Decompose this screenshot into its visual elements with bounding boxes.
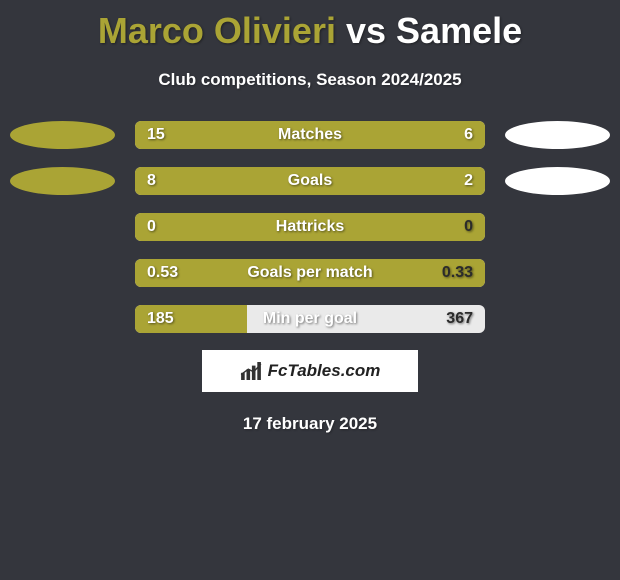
comparison-rows: 15 6 Matches 8 2 Goals 0 0 Hattricks 0.53 0.33 Goal… <box>0 120 620 334</box>
chart-icon <box>240 362 262 380</box>
title-player2: Samele <box>396 10 522 51</box>
value-left: 8 <box>147 172 156 190</box>
comparison-row: 0.53 0.33 Goals per match <box>10 258 610 288</box>
bar-left <box>135 167 401 195</box>
value-left: 15 <box>147 126 165 144</box>
metric-label: Min per goal <box>263 310 357 328</box>
comparison-row: 0 0 Hattricks <box>10 212 610 242</box>
value-left: 185 <box>147 310 174 328</box>
comparison-row: 15 6 Matches <box>10 120 610 150</box>
metric-label: Matches <box>278 126 342 144</box>
metric-label: Goals <box>288 172 332 190</box>
metric-label: Hattricks <box>276 218 344 236</box>
value-right: 367 <box>446 310 473 328</box>
player1-marker <box>10 259 115 287</box>
value-left: 0 <box>147 218 156 236</box>
metric-bar: 0.53 0.33 Goals per match <box>135 259 485 287</box>
player1-marker <box>10 305 115 333</box>
value-right: 0 <box>464 218 473 236</box>
value-right: 6 <box>464 126 473 144</box>
page-title: Marco Olivieri vs Samele <box>0 0 620 52</box>
player2-marker <box>505 167 610 195</box>
brand-text: FcTables.com <box>268 361 381 381</box>
value-right: 0.33 <box>442 264 473 282</box>
player1-marker <box>10 213 115 241</box>
metric-bar: 0 0 Hattricks <box>135 213 485 241</box>
player1-marker <box>10 121 115 149</box>
player2-marker <box>505 259 610 287</box>
value-left: 0.53 <box>147 264 178 282</box>
value-right: 2 <box>464 172 473 190</box>
brand-badge: FcTables.com <box>202 350 418 392</box>
title-player1: Marco Olivieri <box>98 10 336 51</box>
metric-bar: 15 6 Matches <box>135 121 485 149</box>
metric-bar: 185 367 Min per goal <box>135 305 485 333</box>
player1-marker <box>10 167 115 195</box>
comparison-row: 185 367 Min per goal <box>10 304 610 334</box>
metric-bar: 8 2 Goals <box>135 167 485 195</box>
metric-label: Goals per match <box>247 264 372 282</box>
comparison-infographic: Marco Olivieri vs Samele Club competitio… <box>0 0 620 580</box>
player2-marker <box>505 305 610 333</box>
date-label: 17 february 2025 <box>0 414 620 434</box>
comparison-row: 8 2 Goals <box>10 166 610 196</box>
subtitle: Club competitions, Season 2024/2025 <box>0 70 620 90</box>
player2-marker <box>505 121 610 149</box>
player2-marker <box>505 213 610 241</box>
title-vs: vs <box>346 10 386 51</box>
